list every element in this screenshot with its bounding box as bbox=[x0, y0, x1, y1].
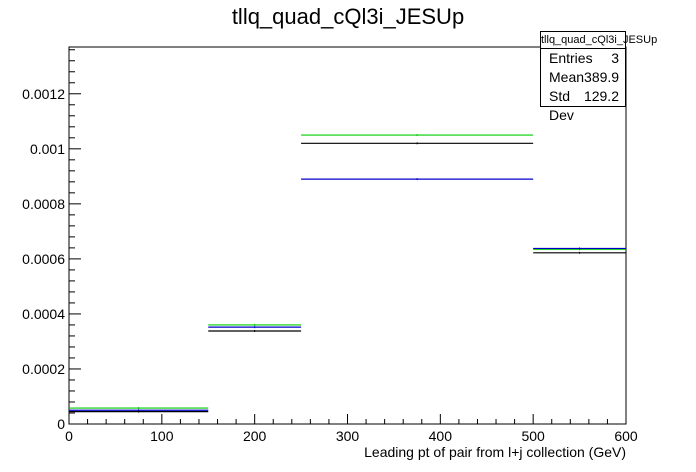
x-tick-label: 200 bbox=[243, 428, 267, 444]
stats-std-row: Std Dev 129.2 bbox=[541, 87, 625, 123]
y-tick-label: 0 bbox=[57, 416, 65, 432]
x-tick-label: 500 bbox=[521, 428, 545, 444]
y-tick-label: 0.0002 bbox=[22, 361, 65, 377]
y-tick-label: 0.0006 bbox=[22, 251, 65, 267]
stats-std-value: 129.2 bbox=[583, 88, 619, 104]
stats-box: tllq_quad_cQl3i_JESUp Entries 3 Mean 389… bbox=[540, 31, 657, 123]
x-tick-label: 300 bbox=[336, 428, 360, 444]
stats-std-label: Std Dev bbox=[549, 88, 574, 123]
stats-entries-row: Entries 3 bbox=[541, 49, 625, 68]
y-tick-label: 0.001 bbox=[30, 141, 65, 157]
x-tick-label: 100 bbox=[150, 428, 174, 444]
chart-title: tllq_quad_cQl3i_JESUp bbox=[231, 4, 465, 29]
x-tick-label: 600 bbox=[614, 428, 638, 444]
y-tick-label: 0.0008 bbox=[22, 196, 65, 212]
x-axis-label: Leading pt of pair from l+j collection (… bbox=[364, 444, 626, 460]
stats-mean-value: 389.9 bbox=[584, 69, 620, 85]
stats-entries-value: 3 bbox=[611, 50, 619, 66]
stats-entries-label: Entries bbox=[549, 50, 593, 66]
y-tick-label: 0.0012 bbox=[22, 86, 65, 102]
stats-title: tllq_quad_cQl3i_JESUp bbox=[541, 32, 657, 49]
stats-mean-row: Mean 389.9 bbox=[541, 68, 625, 87]
x-tick-label: 0 bbox=[65, 428, 73, 444]
x-tick-label: 400 bbox=[429, 428, 453, 444]
stats-mean-label: Mean bbox=[549, 69, 585, 85]
y-tick-label: 0.0004 bbox=[22, 306, 65, 322]
